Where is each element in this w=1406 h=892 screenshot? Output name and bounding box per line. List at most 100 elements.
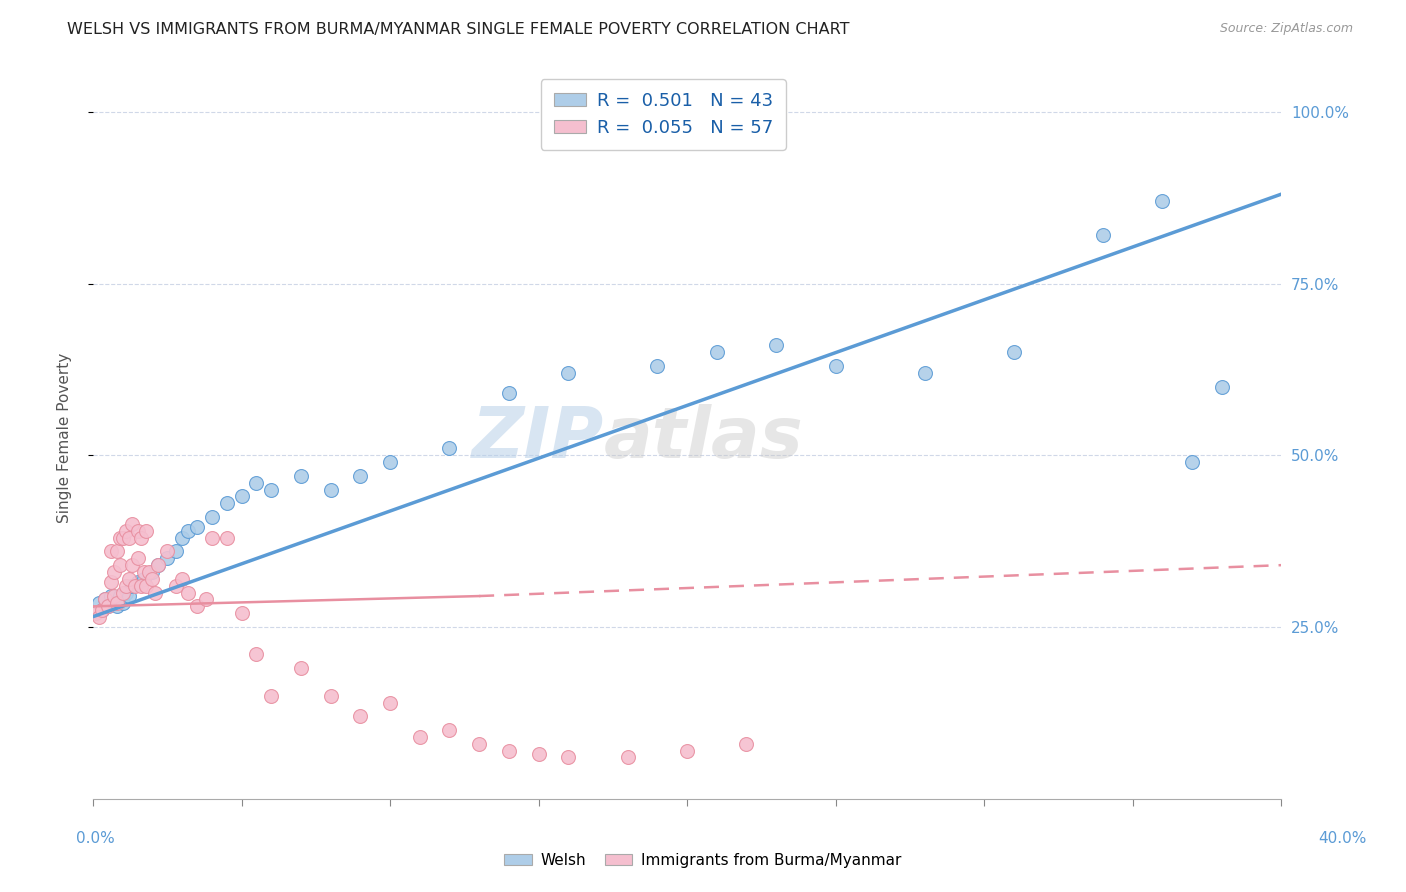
- Point: [527, 747, 550, 761]
- Point: [103, 565, 125, 579]
- Point: [1211, 379, 1233, 393]
- Point: [201, 531, 224, 545]
- Point: [121, 558, 143, 573]
- Point: [124, 579, 146, 593]
- Point: [319, 689, 342, 703]
- Point: [498, 743, 520, 757]
- Point: [108, 531, 131, 545]
- Point: [177, 585, 200, 599]
- Point: [141, 572, 163, 586]
- Point: [103, 589, 125, 603]
- Point: [118, 531, 141, 545]
- Point: [378, 455, 401, 469]
- Point: [105, 544, 128, 558]
- Point: [90, 603, 112, 617]
- Point: [156, 544, 179, 558]
- Point: [231, 606, 253, 620]
- Point: [132, 572, 155, 586]
- Point: [103, 596, 125, 610]
- Point: [409, 730, 432, 744]
- Point: [616, 750, 638, 764]
- Point: [349, 709, 371, 723]
- Point: [145, 585, 167, 599]
- Point: [105, 599, 128, 614]
- Point: [87, 596, 110, 610]
- Point: [141, 565, 163, 579]
- Point: [108, 558, 131, 573]
- Point: [676, 743, 699, 757]
- Point: [118, 589, 141, 603]
- Point: [127, 575, 149, 590]
- Point: [439, 442, 461, 456]
- Point: [129, 579, 152, 593]
- Legend: Welsh, Immigrants from Burma/Myanmar: Welsh, Immigrants from Burma/Myanmar: [498, 847, 908, 873]
- Point: [1002, 345, 1025, 359]
- Point: [824, 359, 846, 373]
- Point: [319, 483, 342, 497]
- Text: 0.0%: 0.0%: [76, 831, 115, 847]
- Text: Source: ZipAtlas.com: Source: ZipAtlas.com: [1219, 22, 1353, 36]
- Point: [100, 544, 122, 558]
- Point: [121, 516, 143, 531]
- Point: [111, 596, 134, 610]
- Point: [132, 565, 155, 579]
- Point: [557, 750, 579, 764]
- Point: [121, 579, 143, 593]
- Point: [94, 592, 117, 607]
- Point: [135, 524, 157, 538]
- Point: [108, 589, 131, 603]
- Point: [557, 366, 579, 380]
- Point: [349, 468, 371, 483]
- Point: [215, 496, 238, 510]
- Point: [114, 524, 136, 538]
- Point: [172, 572, 194, 586]
- Point: [100, 575, 122, 590]
- Point: [165, 544, 187, 558]
- Text: ZIP: ZIP: [471, 403, 605, 473]
- Point: [914, 366, 936, 380]
- Point: [735, 737, 758, 751]
- Point: [84, 606, 107, 620]
- Legend: R =  0.501   N = 43, R =  0.055   N = 57: R = 0.501 N = 43, R = 0.055 N = 57: [541, 79, 786, 150]
- Text: WELSH VS IMMIGRANTS FROM BURMA/MYANMAR SINGLE FEMALE POVERTY CORRELATION CHART: WELSH VS IMMIGRANTS FROM BURMA/MYANMAR S…: [67, 22, 851, 37]
- Point: [439, 723, 461, 737]
- Point: [114, 579, 136, 593]
- Point: [498, 386, 520, 401]
- Point: [87, 609, 110, 624]
- Point: [135, 579, 157, 593]
- Point: [156, 551, 179, 566]
- Point: [706, 345, 728, 359]
- Point: [260, 689, 283, 703]
- Point: [231, 490, 253, 504]
- Point: [215, 531, 238, 545]
- Point: [105, 596, 128, 610]
- Point: [245, 648, 267, 662]
- Point: [127, 524, 149, 538]
- Point: [290, 468, 312, 483]
- Point: [201, 510, 224, 524]
- Point: [97, 599, 120, 614]
- Y-axis label: Single Female Poverty: Single Female Poverty: [58, 353, 72, 524]
- Point: [148, 558, 170, 573]
- Point: [138, 565, 160, 579]
- Point: [245, 475, 267, 490]
- Point: [765, 338, 787, 352]
- Point: [186, 520, 208, 534]
- Point: [186, 599, 208, 614]
- Point: [129, 531, 152, 545]
- Point: [260, 483, 283, 497]
- Point: [468, 737, 491, 751]
- Point: [97, 599, 120, 614]
- Point: [148, 558, 170, 573]
- Point: [378, 696, 401, 710]
- Text: atlas: atlas: [605, 403, 804, 473]
- Point: [1181, 455, 1204, 469]
- Point: [194, 592, 217, 607]
- Point: [647, 359, 669, 373]
- Point: [118, 572, 141, 586]
- Point: [1152, 194, 1174, 208]
- Point: [111, 531, 134, 545]
- Point: [111, 585, 134, 599]
- Point: [90, 603, 112, 617]
- Point: [94, 592, 117, 607]
